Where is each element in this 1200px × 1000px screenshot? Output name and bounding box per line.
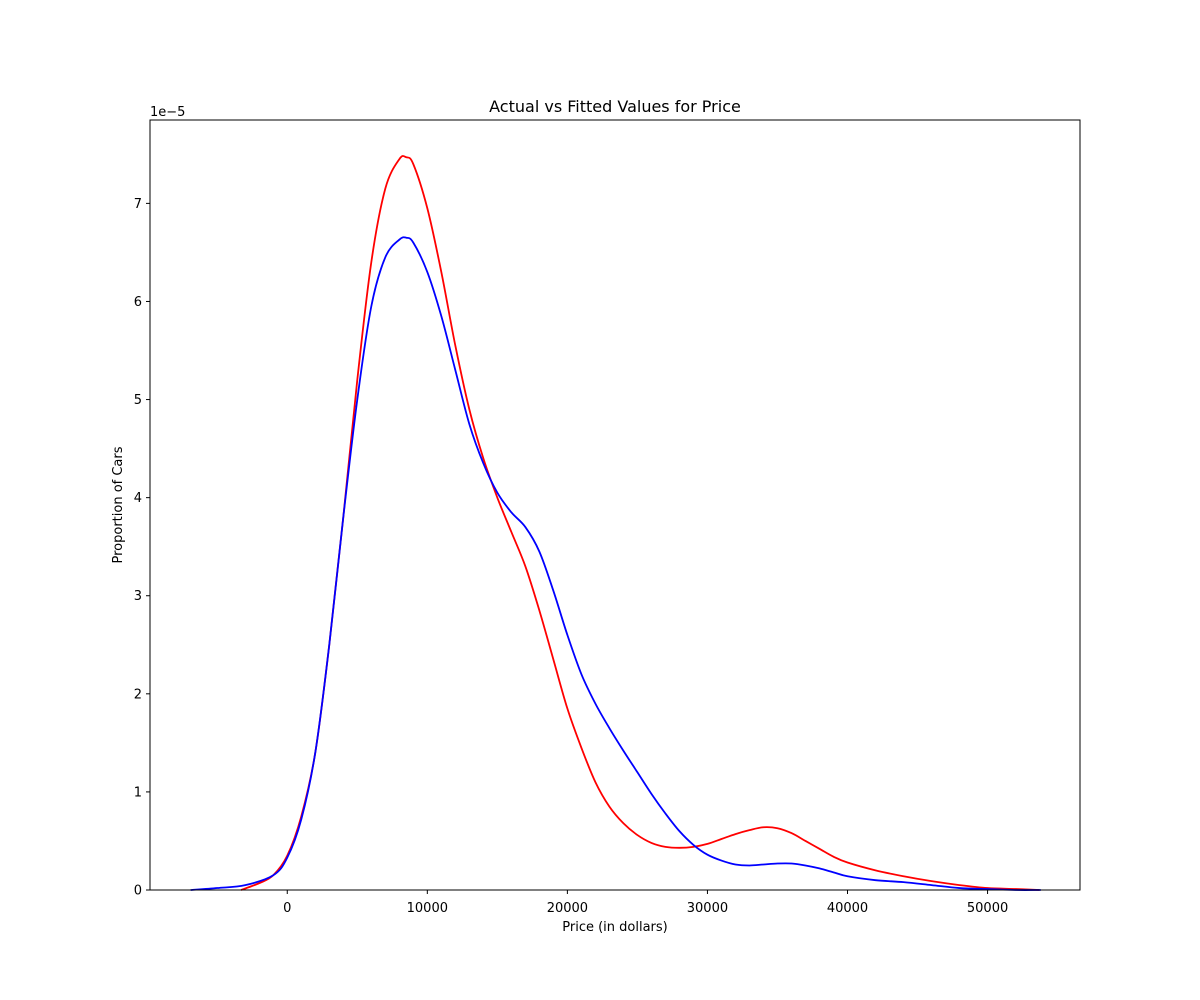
y-tick-label: 1 <box>134 785 142 800</box>
plot-area <box>149 119 1081 891</box>
x-tick-label: 10000 <box>407 901 448 916</box>
y-tick-label: 6 <box>134 295 142 310</box>
x-axis: 0 10000 20000 30000 40000 50000 <box>283 890 1008 916</box>
y-tick-label: 4 <box>134 491 142 506</box>
x-tick-label: 30000 <box>687 901 728 916</box>
x-axis-label: Price (in dollars) <box>562 920 668 935</box>
series-line-2 <box>190 236 1041 891</box>
x-tick-label: 0 <box>283 901 291 916</box>
y-tick-label: 7 <box>134 197 142 212</box>
y-tick-label: 3 <box>134 589 142 604</box>
y-axis-offset-label: 1e−5 <box>150 105 185 120</box>
y-tick-label: 2 <box>134 687 142 702</box>
x-tick-label: 50000 <box>967 901 1008 916</box>
axes-frame <box>149 119 1081 891</box>
y-tick-label: 0 <box>134 884 142 899</box>
y-tick-label: 5 <box>134 393 142 408</box>
x-tick-label: 20000 <box>547 901 588 916</box>
series-line-1 <box>240 155 1040 891</box>
chart-title: Actual vs Fitted Values for Price <box>489 97 741 116</box>
y-axis: 0 1 2 3 4 5 6 7 <box>134 197 150 899</box>
x-tick-label: 40000 <box>827 901 868 916</box>
y-axis-label: Proportion of Cars <box>111 446 126 563</box>
series-layer <box>190 155 1041 891</box>
